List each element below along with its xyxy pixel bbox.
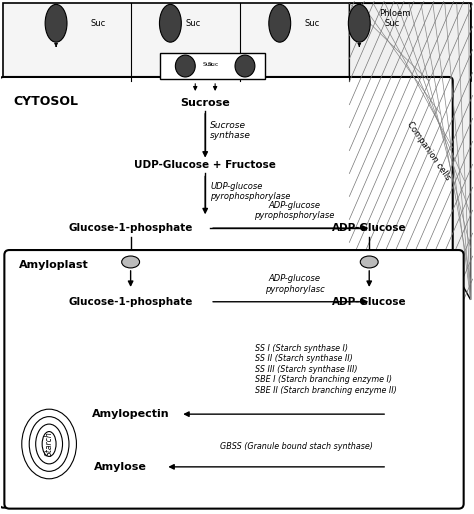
Text: ADP-Glucose: ADP-Glucose [332,297,407,307]
Text: Glucose-1-phosphate: Glucose-1-phosphate [68,297,193,307]
Text: Amylopectin: Amylopectin [92,409,169,419]
Text: Phloem: Phloem [379,9,410,19]
Text: Suc: Suc [208,62,219,66]
Ellipse shape [122,256,139,268]
Bar [161,53,265,79]
Ellipse shape [348,5,370,42]
Polygon shape [349,4,471,300]
Text: Starch: Starch [45,432,54,456]
Text: Companion cells: Companion cells [405,120,453,181]
Text: GBSS (Granule bound stach synthase): GBSS (Granule bound stach synthase) [220,443,373,451]
Ellipse shape [360,256,378,268]
Ellipse shape [159,5,182,42]
Text: Suc: Suc [384,20,400,28]
FancyBboxPatch shape [4,250,464,509]
Ellipse shape [175,55,195,77]
Text: Suc: Suc [305,20,320,28]
Text: CYTOSOL: CYTOSOL [13,95,78,108]
Text: ADP-glucose
pyrophorylasc: ADP-glucose pyrophorylasc [265,274,325,293]
Text: SS I (Starch synthase I)
SS II (Starch synthase II)
SS III (Starch synthase III): SS I (Starch synthase I) SS II (Starch s… [255,344,397,395]
Ellipse shape [235,55,255,77]
Ellipse shape [269,5,291,42]
Ellipse shape [45,5,67,42]
Text: Suc: Suc [91,20,106,28]
Text: Amylose: Amylose [94,462,147,472]
Text: UDP-Glucose + Fructose: UDP-Glucose + Fructose [134,160,276,171]
Text: Suc: Suc [202,62,214,66]
Text: Glucose-1-phosphate: Glucose-1-phosphate [68,223,193,233]
Text: ADP-glucose
pyrophosphorylase: ADP-glucose pyrophosphorylase [255,200,335,220]
Text: Sucrose
synthase: Sucrose synthase [210,121,251,140]
FancyBboxPatch shape [0,77,453,508]
Text: Sucrose: Sucrose [180,98,230,108]
Text: Amyloplast: Amyloplast [19,260,89,270]
Text: ADP-Glucose: ADP-Glucose [332,223,407,233]
Text: Suc: Suc [185,20,201,28]
Text: UDP-glucose
pyrophosphorylase: UDP-glucose pyrophosphorylase [210,181,291,201]
FancyBboxPatch shape [3,4,471,81]
